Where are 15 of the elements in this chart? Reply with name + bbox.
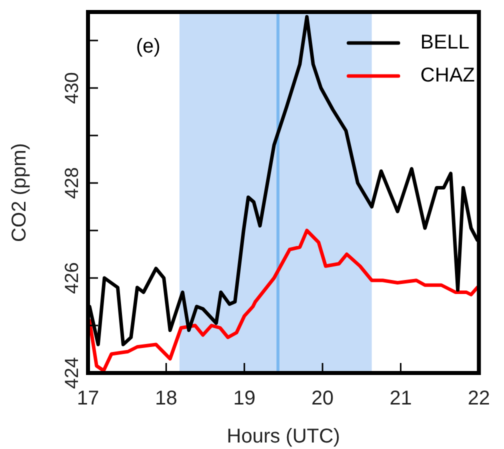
y-axis-title: CO2 (ppm) <box>8 143 31 242</box>
x-tick-label: 18 <box>155 388 178 410</box>
x-tick-label: 19 <box>233 388 256 410</box>
legend-label: BELL <box>420 32 470 54</box>
x-tick-label: 21 <box>390 388 412 410</box>
y-tick-label: 424 <box>62 356 84 389</box>
x-tick-label: 20 <box>311 388 334 410</box>
annotation: (e) <box>136 36 160 58</box>
x-axis-title: Hours (UTC) <box>226 426 340 448</box>
y-tick-label: 430 <box>62 72 84 104</box>
y-tick-label: 428 <box>62 167 84 199</box>
legend-label: CHAZ <box>420 64 475 87</box>
x-tick-label: 17 <box>76 388 100 410</box>
x-tick-label: 22 <box>468 388 490 410</box>
y-tick-label: 426 <box>62 262 84 294</box>
